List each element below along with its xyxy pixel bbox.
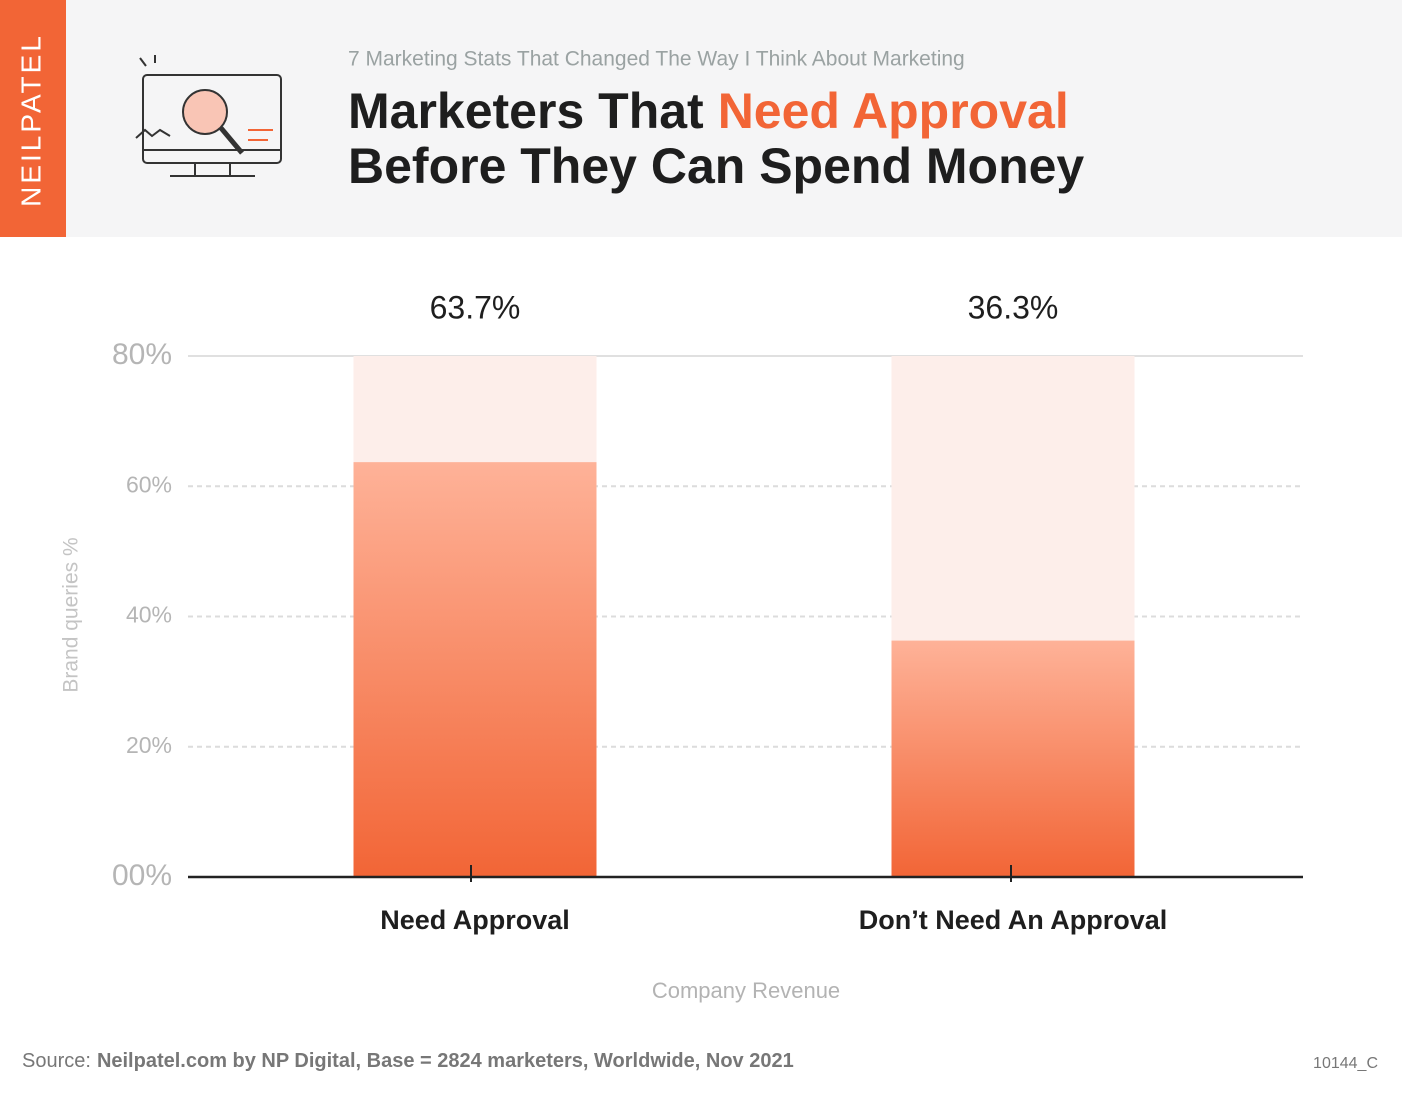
y-tick-label: 80% [112, 338, 172, 371]
y-tick-label: 40% [126, 602, 172, 628]
value-label: 63.7% [430, 289, 521, 325]
source-label: Source: [22, 1050, 91, 1072]
x-axis-label: Company Revenue [652, 978, 840, 1003]
source-text: Neilpatel.com by NP Digital, Base = 2824… [97, 1050, 794, 1072]
y-axis-label: Brand queries % [60, 537, 83, 692]
title: Marketers That Need Approval [348, 83, 1069, 139]
title-segment: Need Approval [718, 83, 1069, 139]
y-tick-label: 00% [112, 859, 172, 892]
source: Source: Neilpatel.com by NP Digital, Base… [22, 1050, 794, 1072]
code: 10144_C [1313, 1055, 1378, 1072]
bar [353, 462, 597, 877]
brand: NEILPATEL [15, 33, 46, 207]
subtitle: 7 Marketing Stats That Changed The Way I… [348, 48, 965, 71]
y-tick-label: 60% [126, 471, 172, 497]
value-label: 36.3% [968, 289, 1059, 325]
y-tick-label: 20% [126, 732, 172, 758]
x-tick-label: Don’t Need An Approval [859, 905, 1168, 935]
title: Before They Can Spend Money [348, 138, 1084, 194]
header-background [0, 0, 1402, 237]
x-tick-label: Need Approval [380, 905, 570, 935]
title-segment: Marketers That [348, 83, 704, 139]
bar [891, 640, 1135, 877]
icon [135, 55, 282, 177]
title-segment: Before They Can Spend Money [348, 138, 1084, 194]
brand-stripe [0, 0, 66, 237]
